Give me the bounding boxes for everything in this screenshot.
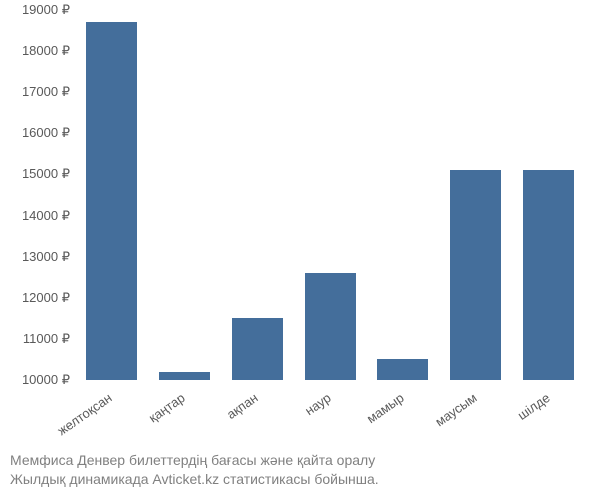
y-tick-label: 15000 ₽: [22, 166, 70, 182]
x-tick-label: желтоқсан: [55, 390, 115, 438]
bar: [232, 318, 283, 380]
bar: [450, 170, 501, 380]
y-tick-label: 12000 ₽: [22, 290, 70, 306]
y-tick-label: 11000 ₽: [23, 331, 70, 347]
y-tick-label: 14000 ₽: [22, 208, 70, 224]
x-axis: желтоқсанқаңтарақпаннаурмамырмаусымшілде: [75, 385, 585, 445]
bar: [305, 273, 356, 380]
y-tick-label: 19000 ₽: [22, 2, 70, 18]
y-tick-label: 10000 ₽: [22, 372, 70, 388]
bar: [377, 359, 428, 380]
bar: [86, 22, 137, 380]
x-tick-label: наур: [302, 390, 333, 418]
bar: [523, 170, 574, 380]
bar: [159, 372, 210, 380]
y-tick-label: 17000 ₽: [22, 84, 70, 100]
x-tick-label: қаңтар: [146, 390, 188, 425]
x-tick-label: маусым: [432, 390, 479, 429]
x-tick-label: ақпан: [224, 390, 261, 422]
chart-caption: Мемфиса Денвер билеттердің бағасы және қ…: [10, 451, 590, 490]
caption-line-1: Мемфиса Денвер билеттердің бағасы және қ…: [10, 451, 590, 471]
y-tick-label: 18000 ₽: [22, 43, 70, 59]
chart-container: 10000 ₽11000 ₽12000 ₽13000 ₽14000 ₽15000…: [75, 10, 585, 380]
caption-line-2: Жылдық динамикада Avticket.kz статистика…: [10, 470, 590, 490]
y-tick-label: 16000 ₽: [22, 125, 70, 141]
x-tick-label: шілде: [514, 390, 552, 423]
y-axis: 10000 ₽11000 ₽12000 ₽13000 ₽14000 ₽15000…: [5, 10, 70, 380]
bars-area: [75, 10, 585, 380]
y-tick-label: 13000 ₽: [22, 249, 70, 265]
x-tick-label: мамыр: [364, 390, 407, 426]
